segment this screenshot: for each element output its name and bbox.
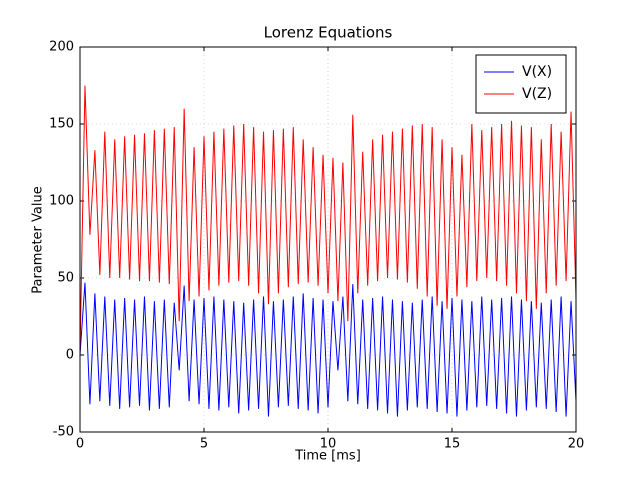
- x-tick-label: 0: [76, 437, 84, 452]
- y-axis-label: Parameter Value: [31, 186, 46, 293]
- x-tick-label: 15: [444, 437, 461, 452]
- y-tick-label: 0: [66, 348, 74, 363]
- legend-box: [475, 54, 567, 114]
- x-tick-label: 5: [200, 437, 208, 452]
- chart-title: Lorenz Equations: [264, 24, 393, 42]
- x-axis-label: Time [ms]: [294, 449, 361, 464]
- line-series: [80, 85, 576, 356]
- plot-frame: [79, 46, 577, 433]
- legend-label: V(X): [522, 64, 552, 80]
- x-tick-label: 10: [320, 437, 337, 452]
- y-tick-label: 50: [57, 271, 74, 286]
- x-tick-label: 20: [568, 437, 585, 452]
- y-tick-label: 200: [49, 40, 74, 55]
- legend-label: V(Z): [522, 86, 552, 102]
- y-tick-label: 100: [49, 194, 74, 209]
- y-tick-label: -50: [53, 425, 74, 440]
- y-tick-label: 150: [49, 117, 74, 132]
- line-series: [80, 282, 576, 417]
